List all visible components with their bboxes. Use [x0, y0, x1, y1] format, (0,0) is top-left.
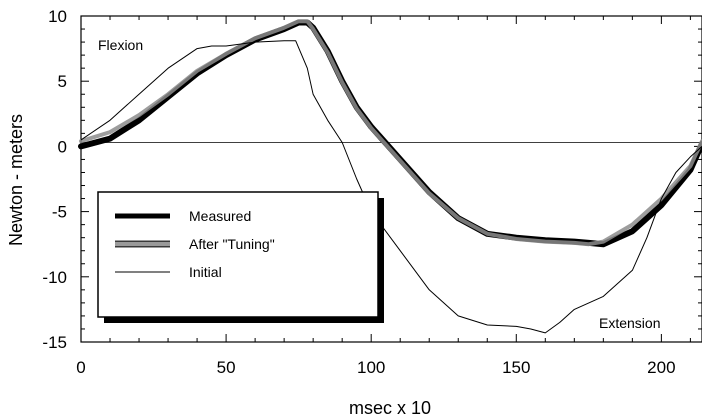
series-line-initial — [80, 40, 702, 334]
legend-label-initial: Initial — [189, 264, 222, 280]
y-tick-label: -15 — [42, 333, 67, 352]
series-line-after-tuning — [79, 19, 702, 247]
x-tick-label: 150 — [502, 358, 530, 377]
legend-label-measured: Measured — [189, 208, 251, 224]
y-tick-label: -10 — [42, 268, 67, 287]
y-tick-label: 5 — [58, 72, 67, 91]
x-tick-label: 0 — [76, 358, 85, 377]
y-tick-label: 0 — [58, 137, 67, 156]
y-tick-label: -5 — [52, 203, 67, 222]
x-tick-label: 100 — [357, 358, 385, 377]
legend: Measured After "Tuning" Initial — [97, 191, 384, 323]
x-axis-title: msec x 10 — [349, 398, 431, 418]
y-axis-title: Newton - meters — [6, 114, 26, 246]
legend-frame — [97, 191, 379, 318]
legend-label-after-tuning: After "Tuning" — [189, 236, 275, 252]
x-tick-label: 200 — [647, 358, 675, 377]
y-tick-label: 10 — [48, 7, 67, 26]
annotation-extension: Extension — [599, 315, 660, 331]
annotation-flexion: Flexion — [98, 37, 143, 53]
plot-frame — [80, 15, 702, 343]
x-tick-label: 50 — [217, 358, 236, 377]
